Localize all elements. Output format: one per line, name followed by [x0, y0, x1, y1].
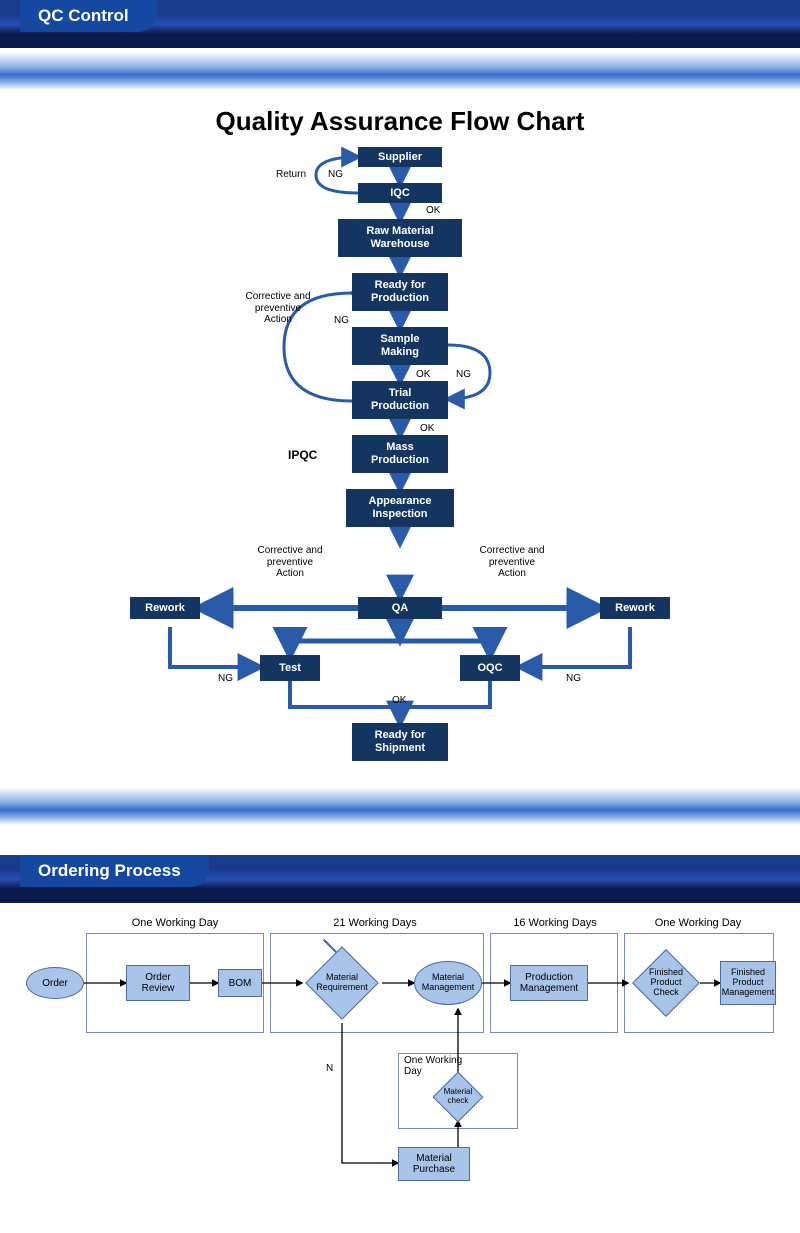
node-order-review: OrderReview: [126, 965, 190, 1001]
label-corrective-3: Corrective andpreventiveAction: [472, 545, 552, 580]
node-bom: BOM: [218, 969, 262, 997]
label-ok-1: OK: [426, 205, 440, 217]
node-sample: SampleMaking: [352, 327, 448, 365]
node-qa: QA: [358, 597, 442, 619]
label-corrective-2: Corrective andpreventiveAction: [250, 545, 330, 580]
node-trial: TrialProduction: [352, 381, 448, 419]
qc-section-header: QC Control: [0, 0, 800, 48]
node-prod-mgmt: ProductionManagement: [510, 965, 588, 1001]
node-supplier: Supplier: [358, 147, 442, 167]
label-return: Return: [276, 169, 306, 181]
node-oqc: OQC: [460, 655, 520, 681]
node-ship: Ready forShipment: [352, 723, 448, 761]
node-ready-prod: Ready forProduction: [352, 273, 448, 311]
node-rework-left: Rework: [130, 597, 200, 619]
order-tab: Ordering Process: [20, 855, 209, 887]
label-ok-3: OK: [420, 423, 434, 435]
node-raw-wh: Raw MaterialWarehouse: [338, 219, 462, 257]
label-ng-5: NG: [566, 673, 581, 685]
label-ng-3: NG: [456, 369, 471, 381]
node-matcheck: Materialcheck: [424, 1079, 492, 1115]
node-appearance: AppearanceInspection: [346, 489, 454, 527]
label-corrective-1: Corrective andpreventiveAction: [238, 291, 318, 326]
label-ng-2: NG: [334, 315, 349, 327]
node-order: Order: [26, 967, 84, 999]
node-fpcheck: FinishedProductCheck: [628, 961, 704, 1005]
node-mat-mgmt: MaterialManagement: [414, 961, 482, 1005]
label-ipqc: IPQC: [288, 449, 317, 463]
qc-tab: QC Control: [20, 0, 157, 32]
label-ng-1: NG: [328, 169, 343, 181]
node-iqc: IQC: [358, 183, 442, 203]
order-section-header: Ordering Process: [0, 855, 800, 903]
label-ok-4: OK: [392, 695, 406, 707]
node-rework-right: Rework: [600, 597, 670, 619]
label-ng-4: NG: [218, 673, 233, 685]
node-mat-purchase: MaterialPurchase: [398, 1147, 470, 1181]
qa-chart-title: Quality Assurance Flow Chart: [0, 90, 800, 147]
node-mass: MassProduction: [352, 435, 448, 473]
node-mat-req: MaterialRequirement: [302, 961, 382, 1005]
top-gradient-band: [0, 52, 800, 90]
ordering-flowchart: One Working Day 21 Working Days 16 Worki…: [20, 913, 780, 1213]
node-test: Test: [260, 655, 320, 681]
label-ok-2: OK: [416, 369, 430, 381]
bottom-gradient-band: [0, 787, 800, 825]
node-fp-mgmt: FinishedProductManagement: [720, 961, 776, 1005]
qa-flowchart: Supplier IQC Raw MaterialWarehouse Ready…: [20, 147, 780, 787]
